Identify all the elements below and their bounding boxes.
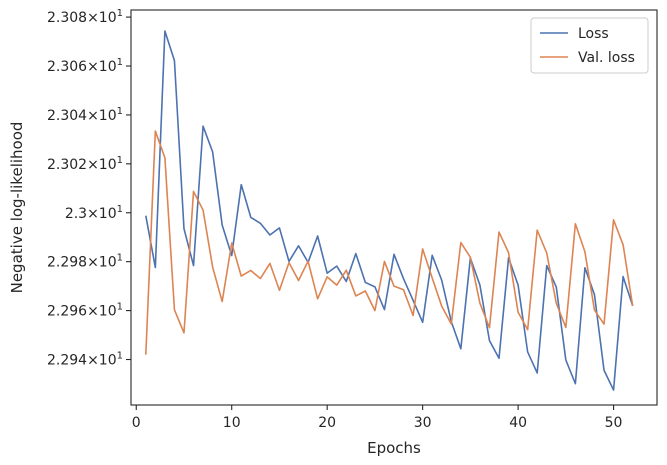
x-axis-ticks: 0 10 20 30 40 50 — [132, 405, 623, 431]
y-tick-label: 2.3×101 — [65, 204, 123, 222]
y-tick-label: 2.296×101 — [47, 302, 123, 320]
axes-frame — [130, 9, 658, 406]
legend-label: Val. loss — [578, 50, 635, 66]
plot-area — [131, 10, 657, 405]
x-axis-label: Epochs — [367, 439, 421, 457]
y-tick-label: 2.294×101 — [47, 351, 123, 369]
y-tick-label: 2.304×101 — [47, 106, 123, 124]
legend-box — [530, 17, 649, 74]
y-axis-ticks: 2.294×101 2.296×101 2.298×101 2.3×101 2.302×… — [47, 8, 131, 369]
x-tick-label: 10 — [223, 415, 241, 431]
y-tick-label: 2.298×101 — [47, 253, 123, 271]
x-tick-label: 0 — [132, 415, 141, 431]
legend: Loss Val. loss — [530, 17, 649, 74]
y-tick-label: 2.302×101 — [47, 155, 123, 173]
axes-spines — [130, 9, 658, 406]
x-tick-label: 40 — [509, 415, 527, 431]
y-tick-label: 2.306×101 — [47, 57, 123, 75]
series-lines — [145, 30, 634, 391]
y-axis-label: Negative log-likelihood — [8, 122, 26, 294]
x-tick-label: 50 — [605, 415, 623, 431]
legend-label: Loss — [578, 26, 609, 42]
y-tick-label: 2.308×101 — [47, 8, 123, 26]
series-line-1 — [145, 130, 634, 355]
x-tick-label: 30 — [414, 415, 432, 431]
x-tick-label: 20 — [318, 415, 336, 431]
